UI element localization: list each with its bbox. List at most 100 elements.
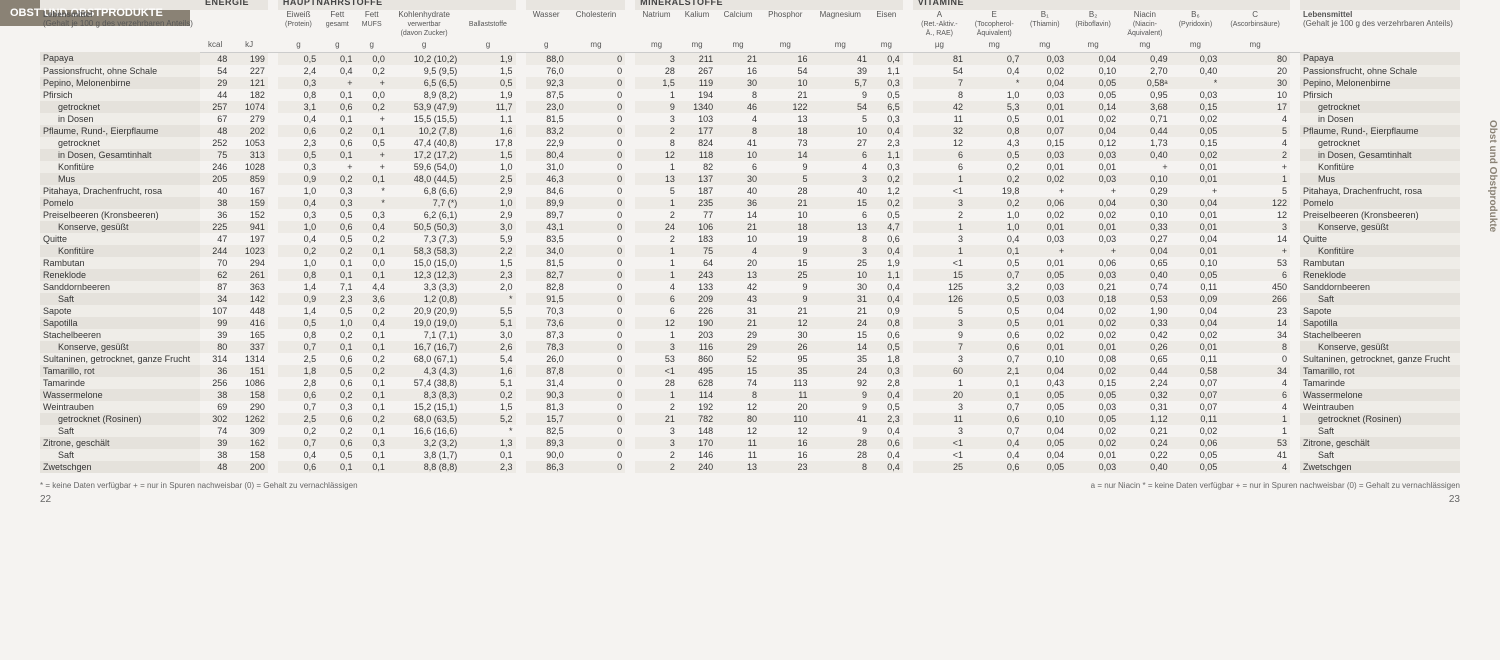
cell: 58,3 (58,3) <box>388 245 460 257</box>
food-name: Zwetschgen <box>40 461 200 473</box>
food-name-right: Saft <box>1300 449 1460 461</box>
cell: 0,04 <box>1022 365 1067 377</box>
food-name-right: Pitahaya, Drachenfrucht, rosa <box>1300 185 1460 197</box>
cell: 0,10 <box>1067 65 1119 77</box>
cell: 183 <box>678 233 716 245</box>
cell: 0,02 <box>1171 425 1221 437</box>
cell: 1053 <box>230 137 268 149</box>
cell: 0,9 <box>870 305 903 317</box>
cell: 11 <box>913 113 966 125</box>
cell: 0 <box>567 173 625 185</box>
cell: 0 <box>567 437 625 449</box>
cell: 0,06 <box>1171 437 1221 449</box>
cell: 0,4 <box>355 317 387 329</box>
cell: 44 <box>200 89 230 101</box>
cell: * <box>355 185 387 197</box>
cell: 167 <box>230 185 268 197</box>
cell: 151 <box>230 365 268 377</box>
cell: 0,2 <box>870 173 903 185</box>
cell: 2,1 <box>966 365 1022 377</box>
cell: 2 <box>635 401 678 413</box>
cell: 0,03 <box>1067 149 1119 161</box>
cell: 1 <box>635 269 678 281</box>
cell: 200 <box>230 461 268 473</box>
cell: 0 <box>567 461 625 473</box>
food-name-right: Tamarinde <box>1300 377 1460 389</box>
cell: 4,7 <box>870 221 903 233</box>
cell: 0 <box>567 65 625 77</box>
cell: 197 <box>230 233 268 245</box>
cell: 0,06 <box>1022 197 1067 209</box>
cell: 11 <box>913 413 966 425</box>
cell: 30 <box>1220 77 1290 89</box>
cell: 25 <box>913 461 966 473</box>
cell: 26 <box>760 341 811 353</box>
cell: 0,31 <box>1119 401 1171 413</box>
cell: 3,6 <box>355 293 387 305</box>
cell: 209 <box>678 293 716 305</box>
cell: 26,0 <box>526 353 567 365</box>
cell: 0,15 <box>1022 137 1067 149</box>
cell: 0,6 <box>319 221 355 233</box>
cell: 0,5 <box>278 317 319 329</box>
cell: 148 <box>678 425 716 437</box>
cell: 30 <box>811 281 870 293</box>
cell: 3 <box>811 245 870 257</box>
cell: 122 <box>1220 197 1290 209</box>
cell: 10 <box>716 233 760 245</box>
cell: 39 <box>811 65 870 77</box>
cell: 0,5 <box>870 209 903 221</box>
cell: 0,0 <box>355 257 387 269</box>
cell: 4,4 <box>355 281 387 293</box>
cell: 6 <box>635 293 678 305</box>
cell: 192 <box>678 401 716 413</box>
cell: 4 <box>635 281 678 293</box>
cell: * <box>966 77 1022 89</box>
cell: 11 <box>716 449 760 461</box>
cell: 0,4 <box>319 65 355 77</box>
cell: 0,3 <box>278 77 319 89</box>
cell: 13 <box>716 269 760 281</box>
food-name-right: Sapotilla <box>1300 317 1460 329</box>
cell: 4 <box>1220 137 1290 149</box>
cell: 3,0 <box>460 221 515 233</box>
cell: 89,3 <box>526 437 567 449</box>
cell: 0,40 <box>1119 149 1171 161</box>
cell: 0,11 <box>1171 281 1221 293</box>
cell: 31,0 <box>526 161 567 173</box>
cell: 0,02 <box>1171 113 1221 125</box>
food-name: Konfitüre <box>40 245 200 257</box>
cell: 0,4 <box>355 221 387 233</box>
cell: 0,24 <box>1119 437 1171 449</box>
cell: 34 <box>1220 365 1290 377</box>
cell: 25 <box>811 257 870 269</box>
cell: 35 <box>811 353 870 365</box>
cell: 0 <box>567 389 625 401</box>
cell: 294 <box>230 257 268 269</box>
cell: 38 <box>200 449 230 461</box>
cell: 0,6 <box>319 377 355 389</box>
cell: 226 <box>678 305 716 317</box>
cell: 235 <box>678 197 716 209</box>
cell: 20 <box>716 257 760 269</box>
cell: 3 <box>635 425 678 437</box>
cell: 48 <box>200 52 230 65</box>
food-name-right: Pfirsich <box>1300 89 1460 101</box>
cell: 0,8 <box>966 125 1022 137</box>
cell: 0,1 <box>355 329 387 341</box>
cell: 0,1 <box>355 125 387 137</box>
cell: 2,5 <box>278 413 319 425</box>
cell: 7,3 (7,3) <box>388 233 460 245</box>
cell: 0,6 <box>870 437 903 449</box>
cell: 0,4 <box>870 125 903 137</box>
cell: 14 <box>811 341 870 353</box>
cell: 9 <box>811 425 870 437</box>
cell: 0,2 <box>355 233 387 245</box>
cell: 13 <box>811 221 870 233</box>
food-name: Pflaume, Rund-, Eierpflaume <box>40 125 200 137</box>
cell: 0,9 <box>278 293 319 305</box>
cell: 0 <box>567 353 625 365</box>
cell: 0,01 <box>1067 161 1119 173</box>
cell: <1 <box>913 449 966 461</box>
cell: 2 <box>635 209 678 221</box>
